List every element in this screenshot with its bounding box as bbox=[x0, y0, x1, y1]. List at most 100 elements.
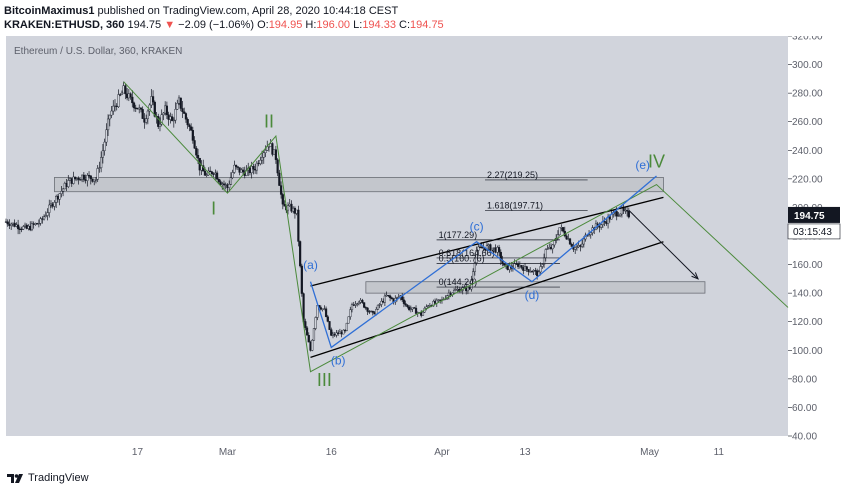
candle-body bbox=[494, 247, 497, 253]
candle-body bbox=[98, 167, 101, 169]
candle-body bbox=[117, 94, 120, 108]
candle-body bbox=[23, 224, 27, 227]
candle-body bbox=[565, 235, 568, 240]
candle-body bbox=[124, 85, 127, 95]
channel-trendline[interactable] bbox=[310, 241, 664, 359]
open-value: 194.95 bbox=[268, 19, 303, 31]
candle-body bbox=[475, 250, 478, 263]
candle-body bbox=[354, 303, 357, 306]
candle-body bbox=[96, 168, 99, 180]
elliott-wave-green[interactable] bbox=[123, 81, 789, 373]
candle-body bbox=[413, 307, 416, 309]
candle-body bbox=[224, 184, 227, 186]
wave-label-minor[interactable]: (c) bbox=[470, 219, 484, 233]
candle-body bbox=[191, 130, 194, 141]
candle-body bbox=[4, 221, 8, 223]
candle-body bbox=[293, 207, 297, 214]
candle-body bbox=[330, 329, 333, 336]
candle-body bbox=[183, 111, 186, 114]
y-tick-label: 320.00 bbox=[792, 36, 823, 43]
candle-body bbox=[513, 263, 516, 269]
candle-body bbox=[387, 294, 390, 297]
candle-body bbox=[146, 110, 149, 119]
candle-body bbox=[46, 212, 49, 216]
candle-body bbox=[158, 123, 162, 127]
candle-body bbox=[269, 143, 272, 147]
candle-body bbox=[534, 270, 537, 272]
footer: TradingView bbox=[6, 468, 89, 488]
candle-body bbox=[56, 196, 60, 200]
candle-body bbox=[93, 179, 96, 182]
candle-body bbox=[151, 96, 155, 103]
candle-body bbox=[487, 244, 490, 246]
candle-body bbox=[87, 174, 91, 177]
candle-body bbox=[91, 178, 94, 182]
elliott-wave-blue[interactable] bbox=[309, 175, 657, 349]
candle-body bbox=[305, 327, 309, 336]
candle-body bbox=[228, 184, 231, 188]
x-tick-label: 11 bbox=[714, 447, 725, 458]
candle-body bbox=[376, 304, 380, 310]
candle-body bbox=[489, 244, 492, 251]
wave-label-primary[interactable]: II bbox=[264, 111, 274, 131]
candle-body bbox=[139, 107, 143, 110]
candle-body bbox=[541, 264, 544, 267]
candle-body bbox=[58, 193, 61, 200]
candle-body bbox=[108, 114, 111, 120]
candle-body bbox=[499, 251, 502, 261]
candle-body bbox=[15, 224, 18, 227]
candle-body bbox=[205, 174, 208, 176]
candle-body bbox=[186, 119, 189, 126]
candle-body bbox=[129, 93, 132, 98]
candle-body bbox=[406, 304, 409, 308]
candle-body bbox=[241, 169, 245, 172]
candle-body bbox=[582, 238, 585, 245]
wave-label-minor[interactable]: (a) bbox=[303, 258, 318, 272]
candle-body bbox=[340, 331, 343, 335]
fib-level-label: 0(144.24) bbox=[439, 277, 478, 287]
candle-body bbox=[345, 322, 348, 331]
candle-body bbox=[627, 210, 630, 218]
candle-body bbox=[51, 203, 54, 207]
author-name[interactable]: BitcoinMaximus1 bbox=[4, 5, 95, 17]
tradingview-logo-icon[interactable] bbox=[6, 472, 24, 484]
candle-body bbox=[427, 305, 430, 308]
wave-label-primary[interactable]: III bbox=[317, 370, 332, 390]
tradingview-brand[interactable]: TradingView bbox=[28, 472, 89, 484]
candle-body bbox=[549, 246, 553, 250]
wave-label-primary[interactable]: I bbox=[211, 199, 216, 219]
candle-body bbox=[292, 207, 295, 212]
wave-label-primary[interactable]: IV bbox=[648, 151, 665, 171]
candle-body bbox=[546, 248, 549, 250]
candle-body bbox=[522, 267, 525, 271]
projection-arrow[interactable] bbox=[628, 209, 699, 280]
candle-body bbox=[350, 304, 354, 310]
candle-body bbox=[326, 316, 329, 322]
candle-body bbox=[172, 119, 175, 122]
y-tick-label: 80.00 bbox=[792, 374, 817, 385]
symbol-label: KRAKEN:ETHUSD, 360 bbox=[4, 19, 125, 31]
chart-area[interactable]: Ethereum / U.S. Dollar, 360, KRAKEN 320.0… bbox=[0, 36, 850, 464]
wave-label-minor[interactable]: (d) bbox=[525, 288, 540, 302]
price-chart[interactable]: Ethereum / U.S. Dollar, 360, KRAKEN 320.0… bbox=[0, 36, 850, 464]
candle-body bbox=[190, 126, 193, 131]
candle-body bbox=[274, 149, 277, 160]
candle-body bbox=[395, 297, 399, 299]
candle-body bbox=[13, 222, 16, 227]
wave-label-minor[interactable]: (b) bbox=[331, 354, 346, 368]
wave-label-minor[interactable]: (e) bbox=[635, 158, 650, 172]
candle-body bbox=[138, 107, 141, 110]
candle-body bbox=[196, 155, 200, 159]
candle-body bbox=[408, 306, 411, 310]
candle-body bbox=[349, 309, 352, 318]
candle-body bbox=[217, 179, 220, 182]
low-value: 194.33 bbox=[362, 19, 396, 31]
support-resistance-zone[interactable] bbox=[54, 177, 664, 193]
candle-body bbox=[548, 246, 551, 249]
candle-body bbox=[238, 167, 241, 173]
candle-body bbox=[383, 295, 386, 303]
candle-body bbox=[179, 97, 182, 109]
candle-body bbox=[74, 176, 77, 180]
candle-body bbox=[22, 226, 25, 230]
candle-body bbox=[84, 179, 87, 181]
